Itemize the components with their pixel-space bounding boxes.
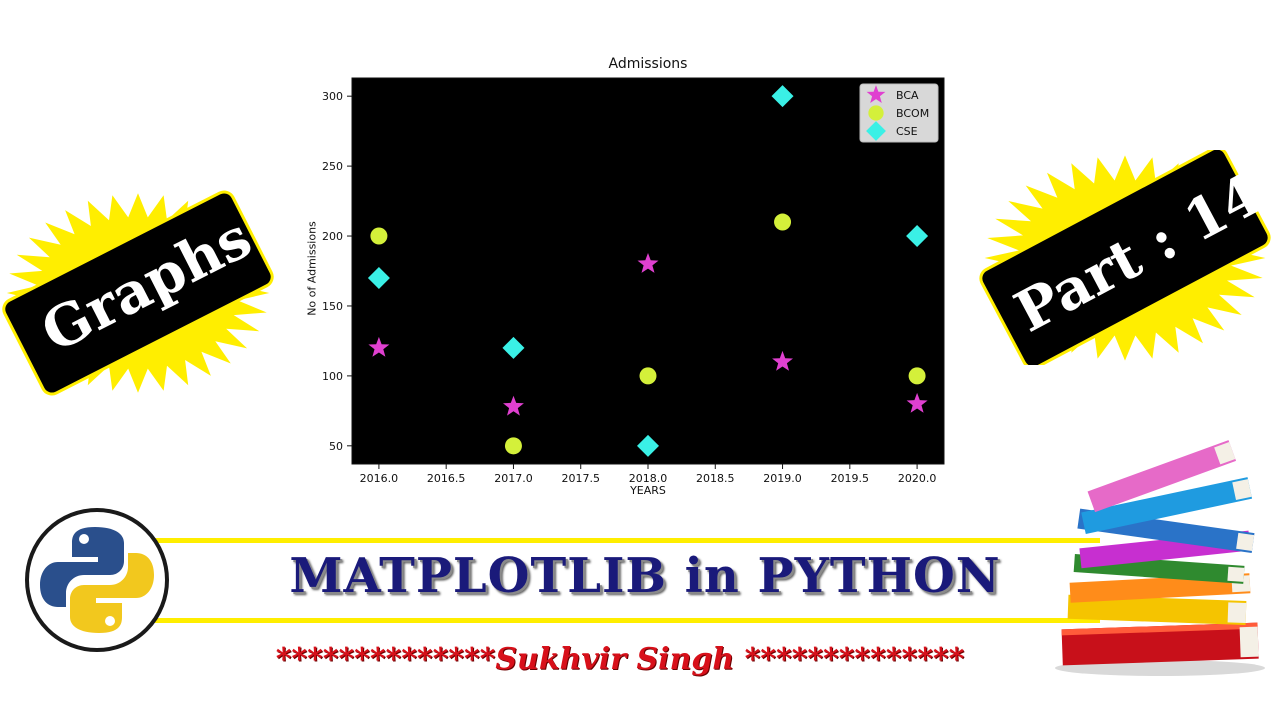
y-tick-label: 100 — [322, 370, 343, 383]
legend-label-bca: BCA — [896, 89, 919, 102]
x-tick-label: 2016.5 — [427, 472, 466, 485]
author-line: **************Sukhvir Singh ************… — [275, 642, 965, 677]
legend-label-bcom: BCOM — [896, 107, 929, 120]
plot-area — [351, 77, 945, 465]
point-bca — [503, 395, 524, 416]
y-tick-label: 200 — [322, 230, 343, 243]
chart-title: Admissions — [608, 56, 688, 72]
y-tick-label: 250 — [322, 160, 343, 173]
point-bca — [772, 350, 793, 371]
point-bca — [906, 392, 928, 413]
point-cse — [367, 266, 390, 289]
y-tick-label: 150 — [322, 300, 343, 313]
banner-top-line — [140, 538, 1100, 543]
books-stack-icon — [1055, 440, 1265, 676]
point-cse — [906, 225, 929, 248]
y-tick-label: 50 — [329, 440, 343, 453]
y-tick-label: 300 — [322, 90, 343, 103]
point-bcom — [908, 367, 926, 385]
banner-title: MATPLOTLIB in PYTHON — [289, 548, 1001, 604]
point-bca — [637, 253, 659, 273]
x-tick-label: 2019.5 — [831, 472, 870, 485]
legend-marker-cse — [866, 121, 886, 141]
legend-marker-bca — [866, 85, 886, 103]
burst-right-icon — [979, 150, 1271, 365]
legend-label-cse: CSE — [896, 125, 918, 138]
banner-bottom-line — [140, 618, 1100, 623]
x-tick-label: 2018.0 — [629, 472, 668, 485]
x-axis-label: YEARS — [630, 484, 666, 497]
x-tick-label: 2017.5 — [561, 472, 600, 485]
point-bcom — [774, 213, 792, 231]
point-cse — [771, 85, 794, 108]
point-bcom — [504, 437, 522, 455]
x-tick-label: 2018.5 — [696, 472, 735, 485]
burst-left-icon — [2, 190, 274, 396]
x-tick-label: 2016.0 — [360, 472, 399, 485]
python-logo-icon — [25, 508, 169, 652]
legend-marker-bcom — [868, 105, 884, 121]
x-tick-label: 2019.0 — [763, 472, 802, 485]
x-tick-label: 2017.0 — [494, 472, 533, 485]
point-bcom — [370, 227, 388, 245]
x-tick-label: 2020.0 — [898, 472, 937, 485]
point-cse — [637, 434, 659, 457]
point-bca — [368, 336, 390, 357]
point-bcom — [639, 367, 657, 385]
point-cse — [502, 336, 525, 359]
